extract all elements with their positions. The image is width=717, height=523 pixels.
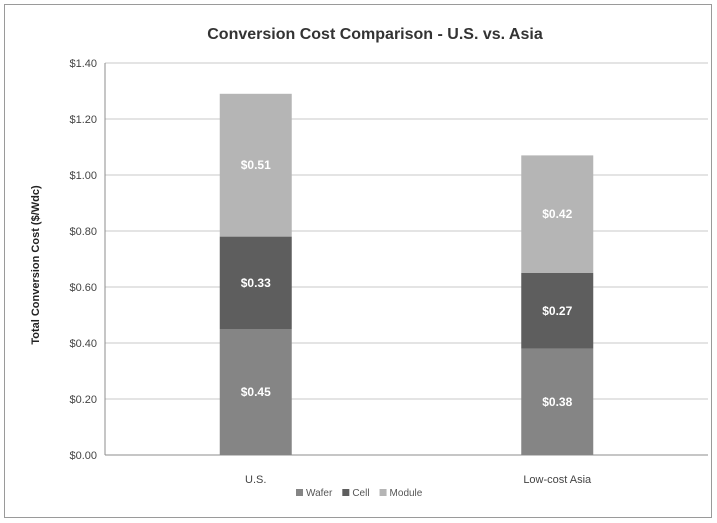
y-tick-label: $1.20 xyxy=(69,114,97,126)
y-tick-label: $0.40 xyxy=(69,338,97,350)
x-axis-ticks: U.S. Low-cost Asia xyxy=(245,474,592,486)
data-label: $0.38 xyxy=(542,395,572,409)
data-label: $0.33 xyxy=(241,276,271,290)
y-tick-label: $0.60 xyxy=(69,282,97,294)
chart-title: Conversion Cost Comparison - U.S. vs. As… xyxy=(207,26,543,43)
y-tick-label: $0.20 xyxy=(69,394,97,406)
bar-segment-cell xyxy=(521,273,594,349)
x-tick-label: U.S. xyxy=(245,474,266,486)
y-tick-label: $1.40 xyxy=(69,58,97,70)
y-axis-ticks: $0.00 $0.20 $0.40 $0.60 $0.80 $1.00 $1.20 $1.40 xyxy=(69,58,97,462)
data-label: $0.45 xyxy=(241,385,271,399)
bar-segment-module xyxy=(521,155,594,273)
legend-swatch xyxy=(296,489,303,496)
y-axis-label: Total Conversion Cost ($/Wdc) xyxy=(30,185,42,345)
bar-segment-module xyxy=(219,93,292,237)
data-label: $0.27 xyxy=(542,304,572,318)
data-label: $0.42 xyxy=(542,207,572,221)
y-tick-label: $1.00 xyxy=(69,170,97,182)
stacked-bar-chart: Conversion Cost Comparison - U.S. vs. As… xyxy=(30,26,708,499)
legend-swatch xyxy=(379,489,387,496)
bar-segment-wafer xyxy=(219,329,292,455)
legend-label: Wafer xyxy=(306,488,333,499)
legend: Wafer Cell Module xyxy=(296,488,423,499)
legend-swatch xyxy=(342,489,350,496)
bars: $0.45 $0.33 $0.51 $0.38 $0.27 $0.42 xyxy=(219,93,594,455)
x-tick-label: Low-cost Asia xyxy=(523,474,592,486)
y-tick-label: $0.80 xyxy=(69,226,97,238)
chart-frame: Conversion Cost Comparison - U.S. vs. As… xyxy=(4,4,712,518)
bar-segment-cell xyxy=(219,236,292,329)
data-label: $0.51 xyxy=(241,158,271,172)
y-tick-label: $0.00 xyxy=(69,450,97,462)
gridlines xyxy=(104,62,708,456)
bar-segment-wafer xyxy=(521,348,594,455)
legend-label: Module xyxy=(390,488,423,499)
legend-label: Cell xyxy=(352,488,369,499)
